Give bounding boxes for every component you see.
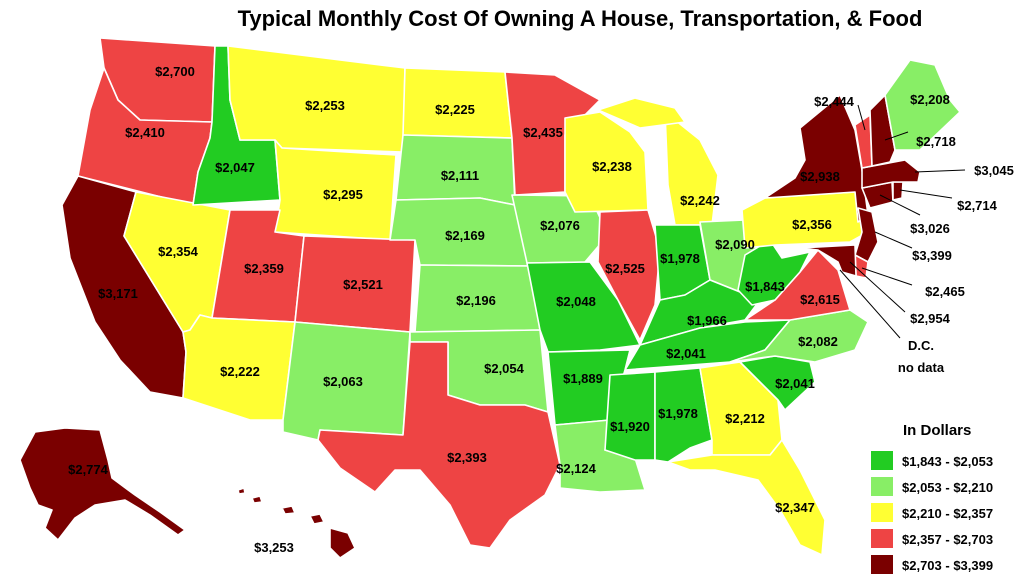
label-ky: $1,966 [687,313,727,328]
label-ca: $3,171 [98,286,138,301]
label-me: $2,208 [910,92,950,107]
legend-range: $2,210 - $2,357 [902,506,993,521]
label-ms: $1,920 [610,419,650,434]
label-nc: $2,082 [798,334,838,349]
legend-swatch [871,555,893,574]
label-mn: $2,435 [523,125,563,140]
legend-swatch [871,477,893,496]
label-dc-line2: no data [898,360,945,375]
label-nd: $2,225 [435,102,475,117]
callout-ct [879,194,921,216]
callout-lines [839,104,966,339]
label-ks: $2,196 [456,293,496,308]
label-tx: $2,393 [447,450,487,465]
label-ut: $2,359 [244,261,284,276]
callout-md [849,261,906,313]
label-va: $2,615 [800,292,840,307]
label-co: $2,521 [343,277,383,292]
label-fl: $2,347 [775,500,815,515]
state-nh [869,94,896,167]
label-ia: $2,076 [540,218,580,233]
label-or: $2,410 [125,125,165,140]
label-ak: $2,774 [68,462,109,477]
state-fl [667,439,826,556]
label-md: $2,954 [910,311,951,326]
state-ny [764,94,869,223]
label-wa: $2,700 [155,64,195,79]
callout-nh [884,131,909,141]
label-pa: $2,356 [792,217,832,232]
legend-title: In Dollars [903,422,971,439]
label-de: $2,465 [925,284,965,299]
callout-ri [899,189,953,199]
callout-dc [839,269,901,339]
label-vt: $2,444 [814,94,855,109]
legend-range: $2,357 - $2,703 [902,532,993,547]
callout-ma [914,169,966,173]
label-wi: $2,238 [592,159,632,174]
label-wy: $2,295 [323,187,363,202]
label-ar: $1,889 [563,371,603,386]
state-ri [892,181,904,201]
label-nh: $2,718 [916,134,956,149]
state-hi-maui [309,513,325,525]
label-ok: $2,054 [484,361,525,376]
legend-range: $2,703 - $3,399 [902,558,993,573]
label-tn: $2,041 [666,346,706,361]
label-mo: $2,048 [556,294,596,309]
label-ny: $2,938 [800,169,840,184]
state-hi-big [329,527,356,559]
legend: In Dollars $1,843 - $2,053 $2,053 - $2,2… [871,422,993,574]
legend-range: $2,053 - $2,210 [902,480,993,495]
state-labels: $2,700 $2,410 $3,171 $2,047 $2,354 $2,25… [68,64,1014,555]
state-nc [729,309,869,363]
state-ms [604,371,656,461]
label-mt: $2,253 [305,98,345,113]
label-ct: $3,026 [910,221,950,236]
legend-range: $1,843 - $2,053 [902,454,993,469]
label-dc-line1: D.C. [908,338,934,353]
label-nj: $3,399 [912,248,952,263]
callout-vt [857,104,866,131]
label-mi: $2,242 [680,193,720,208]
label-wv: $1,843 [745,279,785,294]
state-hi-niihau [237,487,246,495]
map-title: Typical Monthly Cost Of Owning A House, … [238,6,923,31]
state-wv [737,239,811,306]
label-sd: $2,111 [441,168,479,183]
label-ne: $2,169 [445,228,485,243]
state-hi-kauai [251,495,263,504]
label-il: $2,525 [605,261,645,276]
legend-swatch [871,451,893,470]
label-la: $2,124 [556,461,597,476]
label-in: $1,978 [660,251,700,266]
label-oh: $2,090 [715,237,755,252]
label-hi: $3,253 [254,540,294,555]
callout-nj [874,231,913,249]
states-layer [19,37,961,559]
label-ma: $3,045 [974,163,1014,178]
label-al: $1,978 [658,406,698,421]
label-nm: $2,063 [323,374,363,389]
state-hi-oahu [281,505,296,515]
legend-swatch [871,529,893,548]
state-mi [664,111,719,226]
state-ak [19,427,186,541]
state-mo [526,261,641,353]
label-id: $2,047 [215,160,255,175]
state-tx [317,341,561,549]
state-il [597,209,661,341]
label-nv: $2,354 [158,244,199,259]
label-sc: $2,041 [775,376,815,391]
callout-de [861,267,913,286]
state-mi-upper [597,97,686,129]
label-ga: $2,212 [725,411,765,426]
label-ri: $2,714 [957,198,998,213]
state-wi [564,111,649,213]
label-az: $2,222 [220,364,260,379]
state-ma [861,159,921,189]
legend-swatch [871,503,893,522]
state-me [884,59,961,151]
